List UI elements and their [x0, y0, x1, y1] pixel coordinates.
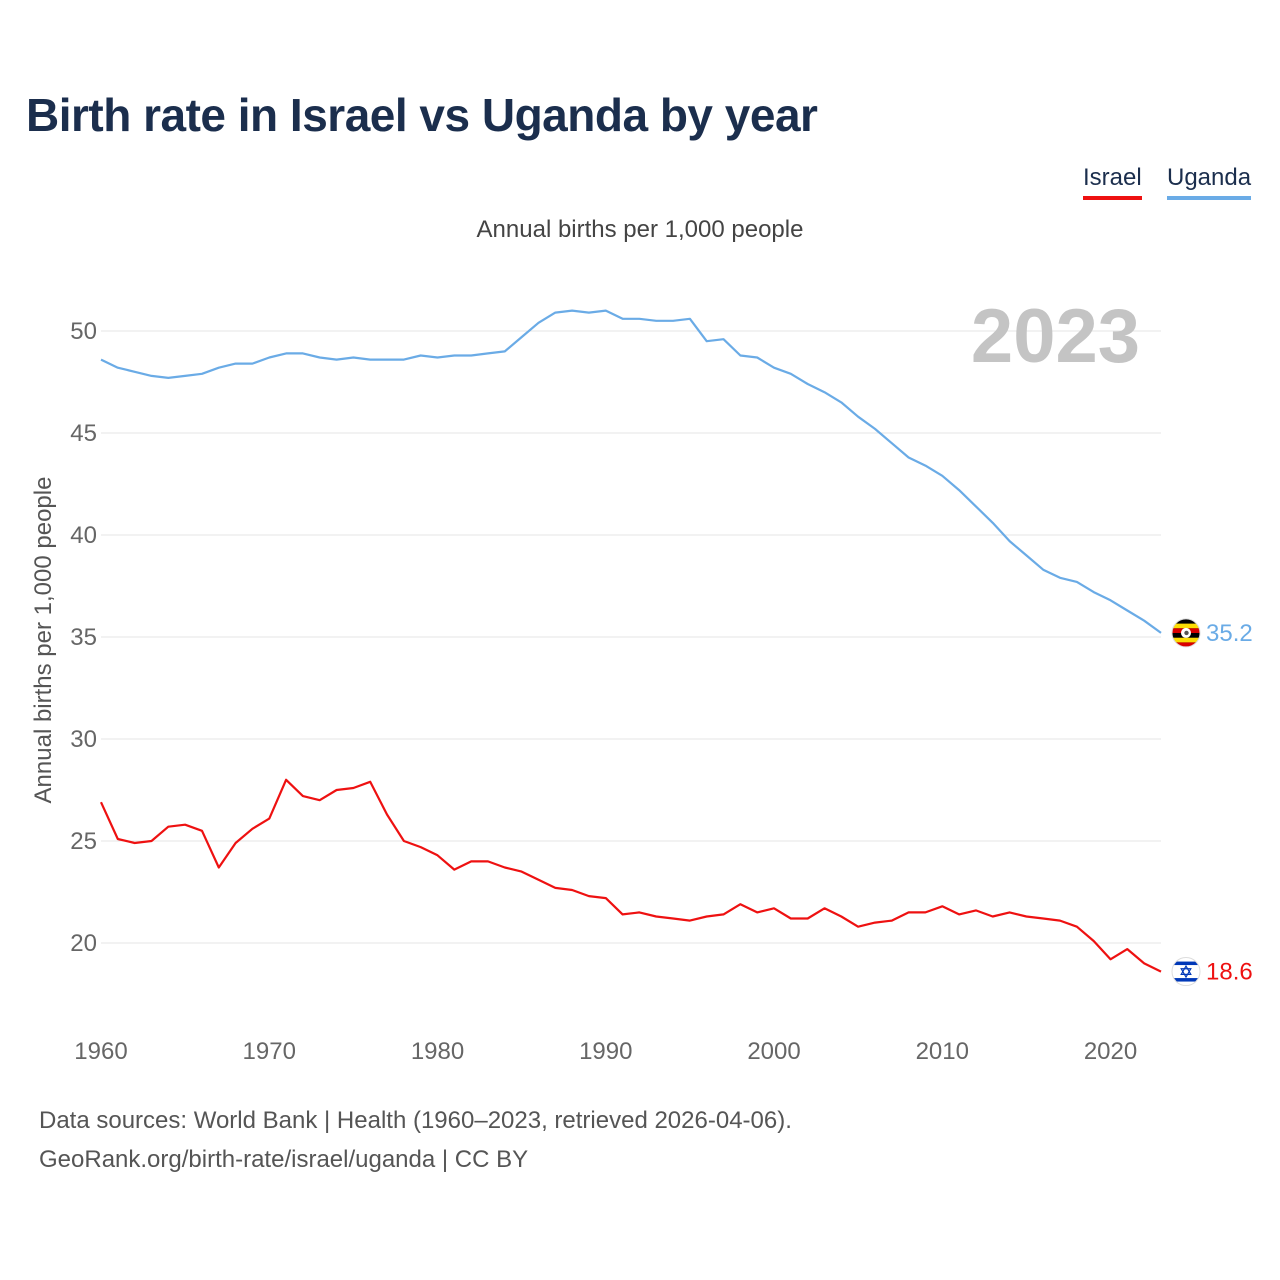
x-tick-label: 2000 [747, 1038, 800, 1065]
year-watermark: 2023 [971, 294, 1140, 379]
series-line-uganda [100, 309, 1162, 634]
x-tick-label: 1970 [243, 1038, 296, 1065]
y-tick-label: 40 [70, 522, 97, 549]
x-tick-label: 1980 [411, 1038, 464, 1065]
end-value-label-uganda: 35.2 [1206, 620, 1253, 647]
end-value-label-israel: 18.6 [1206, 959, 1253, 986]
y-tick-label: 20 [70, 930, 97, 957]
grid-lines [101, 330, 1161, 944]
legend-item-uganda[interactable]: Uganda [1167, 164, 1252, 200]
y-axis-ticks: 20 25 30 35 40 45 50 [70, 318, 97, 957]
x-tick-label: 1990 [579, 1038, 632, 1065]
y-tick-label: 25 [70, 828, 97, 855]
series-end-labels: 35.2 18.6 [1206, 620, 1253, 986]
y-tick-label: 30 [70, 726, 97, 753]
series-line-israel [99, 778, 1162, 973]
footer-attribution: GeoRank.org/birth-rate/israel/uganda | C… [39, 1146, 529, 1173]
y-axis-label: Annual births per 1,000 people [30, 477, 57, 804]
israel-flag-icon [1171, 957, 1201, 987]
x-tick-label: 1960 [74, 1038, 127, 1065]
series-lines [99, 309, 1162, 973]
chart-title: Birth rate in Israel vs Uganda by year [26, 89, 818, 141]
x-tick-label: 2020 [1084, 1038, 1137, 1065]
y-tick-label: 35 [70, 624, 97, 651]
y-tick-label: 50 [70, 318, 97, 345]
chart-subtitle: Annual births per 1,000 people [476, 216, 804, 243]
uganda-flag-icon [1171, 618, 1201, 648]
y-tick-label: 45 [70, 420, 97, 447]
series-end-markers [1171, 618, 1201, 987]
x-tick-label: 2010 [916, 1038, 969, 1065]
x-axis-ticks: 1960 1970 1980 1990 2000 2010 2020 [74, 1038, 1137, 1065]
legend-item-israel[interactable]: Israel [1083, 164, 1142, 200]
footer-sources: Data sources: World Bank | Health (1960–… [39, 1107, 792, 1134]
